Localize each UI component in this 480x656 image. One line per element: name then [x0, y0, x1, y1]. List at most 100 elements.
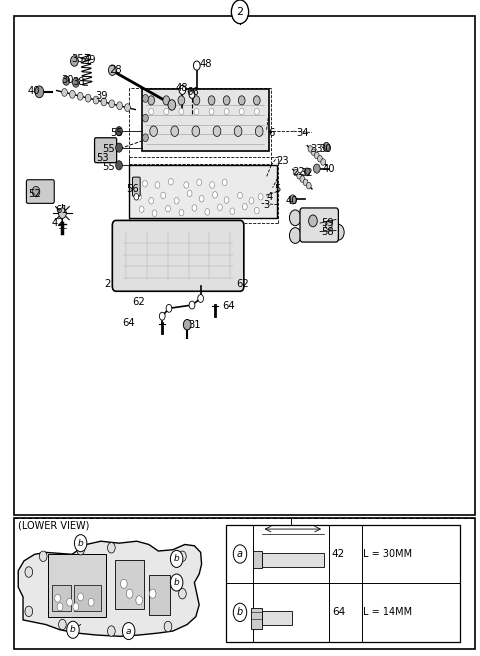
Circle shape [85, 94, 91, 102]
Circle shape [239, 96, 245, 105]
Circle shape [168, 100, 176, 110]
Text: 2: 2 [105, 279, 111, 289]
Text: (LOWER VIEW): (LOWER VIEW) [18, 520, 90, 530]
Circle shape [152, 210, 157, 216]
Circle shape [143, 114, 148, 122]
FancyBboxPatch shape [262, 611, 291, 626]
Circle shape [161, 192, 166, 199]
Text: 5: 5 [275, 184, 281, 194]
Text: 62: 62 [132, 297, 145, 307]
Text: 40: 40 [285, 196, 298, 207]
FancyBboxPatch shape [129, 165, 277, 218]
Circle shape [77, 544, 84, 555]
Text: 4: 4 [267, 192, 273, 202]
Circle shape [170, 574, 183, 591]
Text: L = 30MM: L = 30MM [363, 549, 412, 559]
Circle shape [108, 543, 115, 553]
Circle shape [217, 204, 222, 211]
Circle shape [309, 215, 317, 227]
Text: a: a [126, 626, 132, 636]
Circle shape [294, 169, 299, 176]
Text: 55: 55 [102, 162, 115, 173]
Circle shape [126, 589, 133, 598]
Circle shape [297, 173, 301, 179]
Circle shape [134, 194, 139, 200]
Circle shape [35, 86, 44, 98]
Text: 48: 48 [199, 59, 212, 70]
FancyBboxPatch shape [262, 552, 324, 567]
Text: 64: 64 [122, 318, 134, 328]
Circle shape [234, 126, 242, 136]
Circle shape [249, 197, 254, 204]
Circle shape [93, 96, 99, 104]
Circle shape [32, 186, 40, 197]
Circle shape [197, 179, 202, 186]
Text: 49: 49 [84, 55, 96, 66]
Circle shape [25, 606, 33, 617]
FancyBboxPatch shape [149, 575, 170, 615]
Circle shape [139, 206, 144, 213]
Circle shape [108, 65, 116, 75]
Text: 55: 55 [110, 127, 123, 138]
Circle shape [189, 91, 195, 98]
Text: 62: 62 [236, 279, 249, 289]
Circle shape [210, 182, 215, 188]
Circle shape [303, 179, 308, 186]
Circle shape [149, 589, 156, 598]
Circle shape [325, 220, 332, 230]
Circle shape [70, 91, 75, 98]
FancyBboxPatch shape [253, 551, 262, 568]
Circle shape [224, 197, 229, 203]
Text: 23: 23 [276, 155, 289, 166]
FancyBboxPatch shape [14, 16, 475, 515]
Text: 35: 35 [71, 54, 84, 64]
Circle shape [193, 61, 200, 70]
Text: 33: 33 [311, 144, 323, 154]
Circle shape [159, 312, 165, 320]
Circle shape [170, 550, 183, 567]
Text: 58: 58 [322, 227, 334, 237]
Circle shape [164, 621, 172, 632]
Circle shape [333, 224, 344, 240]
Circle shape [116, 127, 122, 136]
Circle shape [125, 104, 131, 112]
Circle shape [199, 195, 204, 202]
Circle shape [179, 108, 184, 115]
Circle shape [155, 182, 160, 188]
Circle shape [122, 623, 135, 640]
Text: b: b [78, 539, 84, 548]
Circle shape [306, 182, 311, 189]
Circle shape [311, 149, 316, 155]
Circle shape [168, 178, 173, 185]
Text: 30: 30 [320, 144, 332, 154]
Text: 6: 6 [268, 127, 274, 138]
Text: 32: 32 [300, 168, 312, 178]
Text: 31: 31 [188, 319, 201, 330]
Text: a: a [237, 549, 243, 559]
Circle shape [163, 96, 169, 105]
Circle shape [143, 94, 148, 102]
Circle shape [289, 195, 296, 204]
Circle shape [179, 551, 186, 562]
Circle shape [240, 108, 244, 115]
Circle shape [213, 192, 217, 198]
Text: 52: 52 [28, 188, 41, 199]
Circle shape [116, 161, 122, 170]
Circle shape [179, 209, 184, 216]
Text: L: L [290, 518, 296, 527]
Circle shape [254, 207, 259, 214]
Circle shape [224, 108, 229, 115]
Circle shape [189, 301, 195, 309]
Text: 64: 64 [223, 300, 235, 311]
Circle shape [289, 228, 301, 243]
Text: 2: 2 [237, 7, 243, 17]
Text: 48: 48 [175, 83, 188, 93]
Circle shape [59, 619, 66, 630]
FancyBboxPatch shape [14, 518, 475, 649]
Circle shape [150, 126, 157, 136]
Circle shape [148, 96, 155, 105]
FancyBboxPatch shape [142, 89, 269, 151]
Circle shape [39, 551, 47, 562]
Circle shape [164, 108, 168, 115]
Text: 28: 28 [109, 65, 122, 75]
